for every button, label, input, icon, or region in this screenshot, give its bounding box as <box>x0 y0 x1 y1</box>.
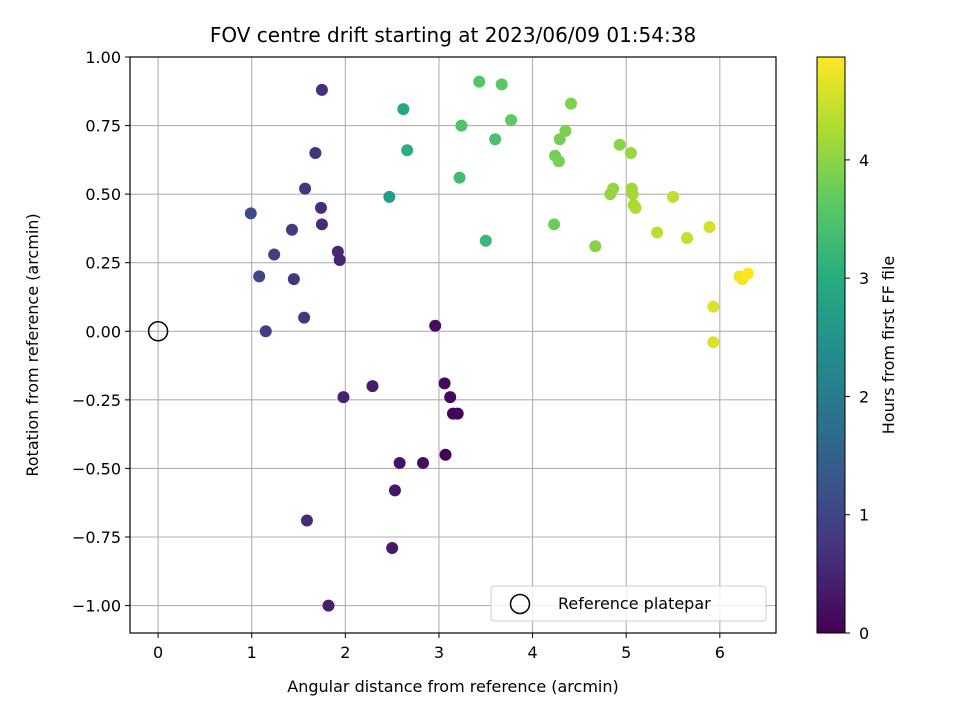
scatter-point <box>489 133 502 146</box>
scatter-point <box>388 484 401 497</box>
legend: Reference platepar <box>490 585 767 622</box>
y-tick-label: 0.50 <box>85 185 121 204</box>
scatter-point <box>285 223 298 236</box>
y-tick-label: −1.00 <box>72 597 121 616</box>
x-tick-label: 0 <box>153 643 163 662</box>
scatter-point <box>383 190 396 203</box>
y-tick-label: −0.75 <box>72 528 121 547</box>
scatter-point <box>607 182 620 195</box>
reference-point-layer <box>147 321 169 342</box>
x-tick-label: 6 <box>715 643 725 662</box>
scatter-point <box>667 190 680 203</box>
scatter-point <box>401 144 414 157</box>
scatter-point <box>651 226 664 239</box>
scatter-point <box>447 407 459 420</box>
scatter-point <box>495 78 508 91</box>
x-axis-ticks: 0 1 2 3 4 5 6 <box>153 633 725 662</box>
colorbar-tick-label: 2 <box>859 387 869 406</box>
scatter-point <box>703 221 716 234</box>
scatter-point <box>624 147 637 159</box>
scatter-point <box>707 300 720 313</box>
scatter-point <box>552 155 565 168</box>
scatter-point <box>439 448 452 461</box>
scatter-point <box>429 319 442 332</box>
scatter-point <box>337 391 350 404</box>
legend-box <box>490 585 767 622</box>
y-tick-label: 0.75 <box>85 117 121 136</box>
colorbar-tick-label: 0 <box>859 624 869 643</box>
scatter-point <box>453 171 466 184</box>
scatter-point <box>559 125 572 138</box>
scatter-points <box>244 75 754 612</box>
scatter-point <box>386 541 399 554</box>
scatter-point <box>315 218 328 231</box>
colorbar-label: Hours from first FF file <box>879 256 898 435</box>
scatter-point <box>393 456 406 469</box>
scatter-point <box>505 114 518 127</box>
scatter-point <box>455 119 468 132</box>
scatter-point <box>564 97 577 110</box>
scatter-point <box>473 75 486 88</box>
scatter-point <box>299 182 312 195</box>
legend-marker <box>509 593 531 615</box>
y-tick-label: 0.00 <box>85 322 121 341</box>
scatter-point <box>298 311 311 324</box>
x-tick-label: 4 <box>527 643 537 662</box>
reference-point-marker <box>147 321 169 342</box>
x-tick-label: 3 <box>434 643 444 662</box>
colorbar-tick-label: 1 <box>859 506 869 525</box>
scatter-point <box>479 234 492 247</box>
scatter-point <box>268 248 281 261</box>
scatter-point <box>589 240 602 253</box>
plot-area-frame <box>129 56 777 634</box>
x-tick-label: 1 <box>247 643 257 662</box>
colorbar: 0 1 2 3 4 Hours from first FF file <box>816 56 898 643</box>
scatter-point <box>244 207 257 220</box>
y-tick-label: −0.25 <box>72 391 121 410</box>
chart-title: FOV centre drift starting at 2023/06/09 … <box>210 23 696 47</box>
scatter-point <box>287 273 300 286</box>
colorbar-ticks: 0 1 2 3 4 <box>845 151 869 643</box>
scatter-point <box>366 380 379 393</box>
scatter-point <box>322 599 335 612</box>
scatter-point <box>259 325 272 338</box>
scatter-point <box>314 201 327 214</box>
legend-label: Reference platepar <box>558 594 711 613</box>
y-tick-label: 0.25 <box>85 254 121 273</box>
colorbar-frame <box>816 56 846 634</box>
scatter-point <box>397 103 410 116</box>
x-tick-label: 2 <box>340 643 350 662</box>
scatter-point <box>681 232 694 245</box>
scatter-point <box>331 245 344 258</box>
scatter-point <box>300 514 313 527</box>
scatter-point <box>444 391 457 404</box>
scatter-point <box>626 188 639 201</box>
scatter-point <box>253 270 266 283</box>
scatter-point <box>309 147 322 159</box>
scatter-point <box>629 201 642 214</box>
scatter-point <box>741 267 754 280</box>
x-tick-label: 5 <box>621 643 631 662</box>
scatter-point <box>417 456 430 469</box>
y-tick-label: 1.00 <box>85 48 121 67</box>
scatter-point <box>613 138 626 151</box>
colorbar-tick-label: 3 <box>859 269 869 288</box>
colorbar-gradient <box>817 57 845 633</box>
scatter-point <box>315 83 328 96</box>
grid <box>130 56 776 633</box>
scatter-point <box>548 218 561 231</box>
scatter-point <box>707 336 720 349</box>
x-axis-label: Angular distance from reference (arcmin) <box>287 677 618 696</box>
colorbar-tick-label: 4 <box>859 151 869 170</box>
scatter-point <box>438 377 451 390</box>
y-axis-label: Rotation from reference (arcmin) <box>23 213 42 476</box>
y-axis-ticks: 1.00 0.75 0.50 0.25 0.00 −0.25 −0.50 −0.75 −1.00 <box>72 48 130 616</box>
y-tick-label: −0.50 <box>72 459 121 478</box>
